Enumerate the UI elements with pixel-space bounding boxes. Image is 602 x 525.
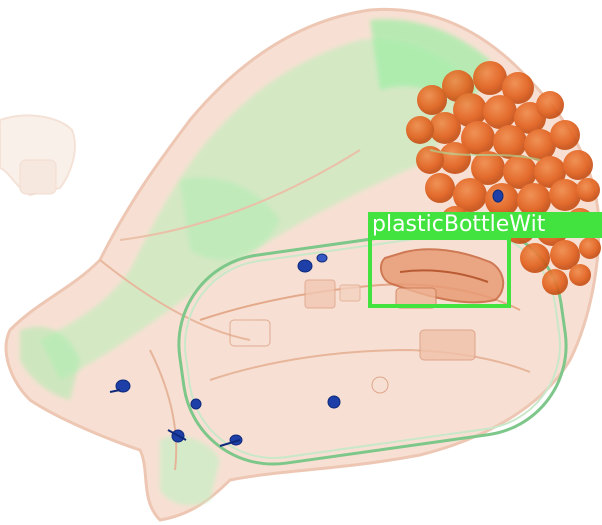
- strap-left: [0, 114, 76, 197]
- rivet: [190, 398, 202, 410]
- rivet: [492, 189, 504, 203]
- inner-compartment: [177, 224, 568, 466]
- rivet: [297, 259, 313, 273]
- plastic-bottle: [379, 248, 505, 309]
- detection-box: [368, 236, 511, 308]
- detection-label: plasticBottleWit: [372, 212, 546, 237]
- rivet: [115, 379, 131, 393]
- rivet: [327, 395, 341, 409]
- detection-label-background: [368, 212, 602, 238]
- rivet: [316, 253, 328, 263]
- misc-items: [229, 279, 476, 394]
- metal-parts: [109, 189, 504, 447]
